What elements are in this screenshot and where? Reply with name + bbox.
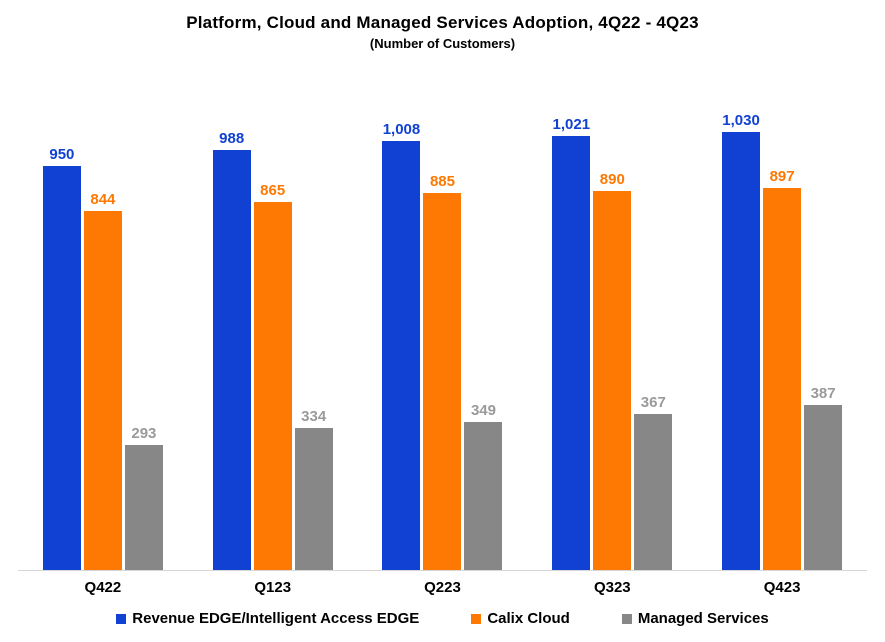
bar-group-q323: 1,021 890 367 [527,103,697,570]
x-axis-labels: Q422 Q123 Q223 Q323 Q423 [18,571,867,596]
data-label: 1,008 [382,121,421,138]
bar [464,422,503,570]
data-label: 950 [49,146,75,163]
bar-col: 293 [124,103,163,570]
bar [804,405,843,570]
chart-header: Platform, Cloud and Managed Services Ado… [0,0,885,51]
bar [552,136,591,570]
bar-col: 1,008 [382,103,421,570]
data-label: 897 [769,168,795,185]
legend: Revenue EDGE/Intelligent Access EDGE Cali… [0,610,885,627]
bars-region: 950 844 293 988 865 334 1,008 885 349 1,021 890 367… [18,103,867,571]
bar-col: 334 [294,103,333,570]
data-label: 367 [640,394,666,411]
bar [212,150,251,570]
legend-label: Managed Services [637,610,769,627]
legend-marker-icon [116,613,127,624]
x-axis-label-q223: Q223 [424,579,461,596]
bar [42,166,81,570]
bar [423,193,462,570]
bar-col: 950 [42,103,81,570]
data-label: 1,021 [552,116,591,133]
legend-label: Revenue EDGE/Intelligent Access EDGE [132,610,420,627]
bar-col: 844 [83,103,122,570]
data-label: 885 [429,173,455,190]
bar-col: 367 [634,103,673,570]
bar-col: 1,021 [552,103,591,570]
bar-group-q223: 1,008 885 349 [358,103,528,570]
bar-col: 349 [464,103,503,570]
chart-subtitle: (Number of Customers) [369,36,516,51]
bar [722,132,761,570]
data-label: 865 [260,182,286,199]
bar-group-q423: 1,030 897 387 [697,103,867,570]
legend-item: Managed Services [621,610,769,627]
legend-item: Revenue EDGE/Intelligent Access EDGE [116,610,419,627]
bar-col: 865 [253,103,292,570]
bar-col: 890 [593,103,632,570]
bar [593,191,632,570]
bar [83,211,122,570]
data-label: 890 [599,171,625,188]
data-label: 387 [810,385,836,402]
chart-title: Platform, Cloud and Managed Services Ado… [186,13,699,32]
legend-item: Calix Cloud [471,610,570,627]
data-label: 1,030 [722,112,760,129]
x-axis-label-q323: Q323 [593,579,631,596]
legend-marker-icon [471,613,482,624]
bar [253,202,292,570]
x-axis-label-q423: Q423 [763,579,801,596]
data-label: 349 [470,402,496,419]
bar [634,414,673,570]
bar [124,445,163,570]
bar-col: 897 [763,103,802,570]
data-label: 293 [131,425,157,442]
legend-marker-icon [621,613,632,624]
bar [763,188,802,570]
data-label: 334 [301,408,327,425]
legend-label: Calix Cloud [487,610,570,627]
data-label: 844 [90,191,116,208]
x-axis-label-q123: Q123 [254,579,292,596]
bar-col: 988 [212,103,251,570]
bar [382,141,421,570]
plot-area: 950 844 293 988 865 334 1,008 885 349 1,021 890 367… [18,51,867,571]
bar-group-q123: 988 865 334 [188,103,358,570]
bar-col: 1,030 [722,103,761,570]
bar-col: 387 [804,103,843,570]
bar-col: 885 [423,103,462,570]
bar [294,428,333,570]
data-label: 988 [219,130,245,147]
bar-group-q422: 950 844 293 [18,103,188,570]
x-axis-label-q422: Q422 [84,579,122,596]
